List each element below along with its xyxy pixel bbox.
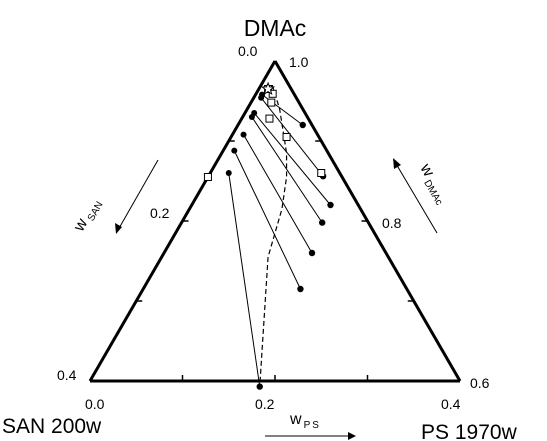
tie-line-1	[260, 97, 324, 177]
tie-point-pp-4	[308, 249, 316, 257]
binodal-curve	[259, 84, 288, 387]
vertex-label-top: DMAc	[244, 15, 307, 41]
axis-arrowhead-right	[393, 158, 401, 169]
tie-lines	[228, 94, 331, 387]
tie-point-pp-5	[297, 285, 304, 293]
tick-label-right-2: 0.6	[470, 375, 490, 391]
axis-title-bottom: w PS	[289, 411, 321, 431]
binodal-line	[259, 84, 288, 387]
tick-label-right-1: 0.8	[382, 215, 402, 231]
svg-text:wSAN: wSAN	[70, 195, 105, 236]
tick-label-bottom-1: 0.2	[255, 396, 275, 412]
cloud-point-square-4	[282, 133, 291, 141]
tick-label-bottom-0: 0.0	[85, 396, 105, 412]
tie-line-4	[243, 134, 313, 254]
tick-label-left-0: 0.0	[238, 43, 258, 59]
axis-title-right: wDMAc	[413, 160, 452, 207]
cloud-point-square-3	[265, 114, 274, 123]
tick-label-right-0: 1.0	[289, 54, 309, 70]
svg-text:wDMAc: wDMAc	[413, 160, 452, 207]
axis-arrow-left	[117, 159, 159, 231]
tie-point-pp-6	[256, 383, 263, 390]
tie-point-sp-1	[258, 94, 265, 101]
ternary-ticks	[136, 140, 414, 381]
axis-arrow-right	[394, 161, 438, 234]
cloud-point-square-6	[203, 173, 212, 181]
axis-arrowhead-bottom	[348, 432, 356, 440]
data-points	[203, 81, 334, 390]
vertex-label-left: SAN 200w	[2, 415, 102, 438]
tie-line-5	[233, 150, 301, 290]
tie-point-pp-3	[318, 219, 326, 226]
tick-label-left-2: 0.4	[57, 367, 77, 383]
axis-arrowhead-left	[115, 223, 122, 234]
axis-title-left: wSAN	[70, 195, 105, 236]
tie-line-2	[253, 112, 331, 206]
tie-line-3	[251, 116, 323, 223]
cloud-point-square-5	[317, 169, 326, 177]
cloud-point-square-1	[268, 89, 277, 98]
tie-line-6	[228, 172, 261, 387]
vertex-label-right: PS 1970w	[421, 421, 518, 441]
tie-point-sp-3	[248, 114, 255, 120]
tie-point-pp-2	[327, 201, 334, 209]
critical-point-star	[261, 81, 276, 96]
tick-label-left-1: 0.2	[150, 205, 170, 221]
tie-point-pp-0	[299, 121, 306, 129]
tie-point-sp-5	[231, 147, 238, 154]
tie-point-sp-6	[225, 170, 232, 176]
cloud-point-square-2	[267, 98, 276, 107]
tick-label-bottom-2: 0.4	[441, 396, 461, 412]
tie-point-sp-4	[240, 131, 247, 138]
